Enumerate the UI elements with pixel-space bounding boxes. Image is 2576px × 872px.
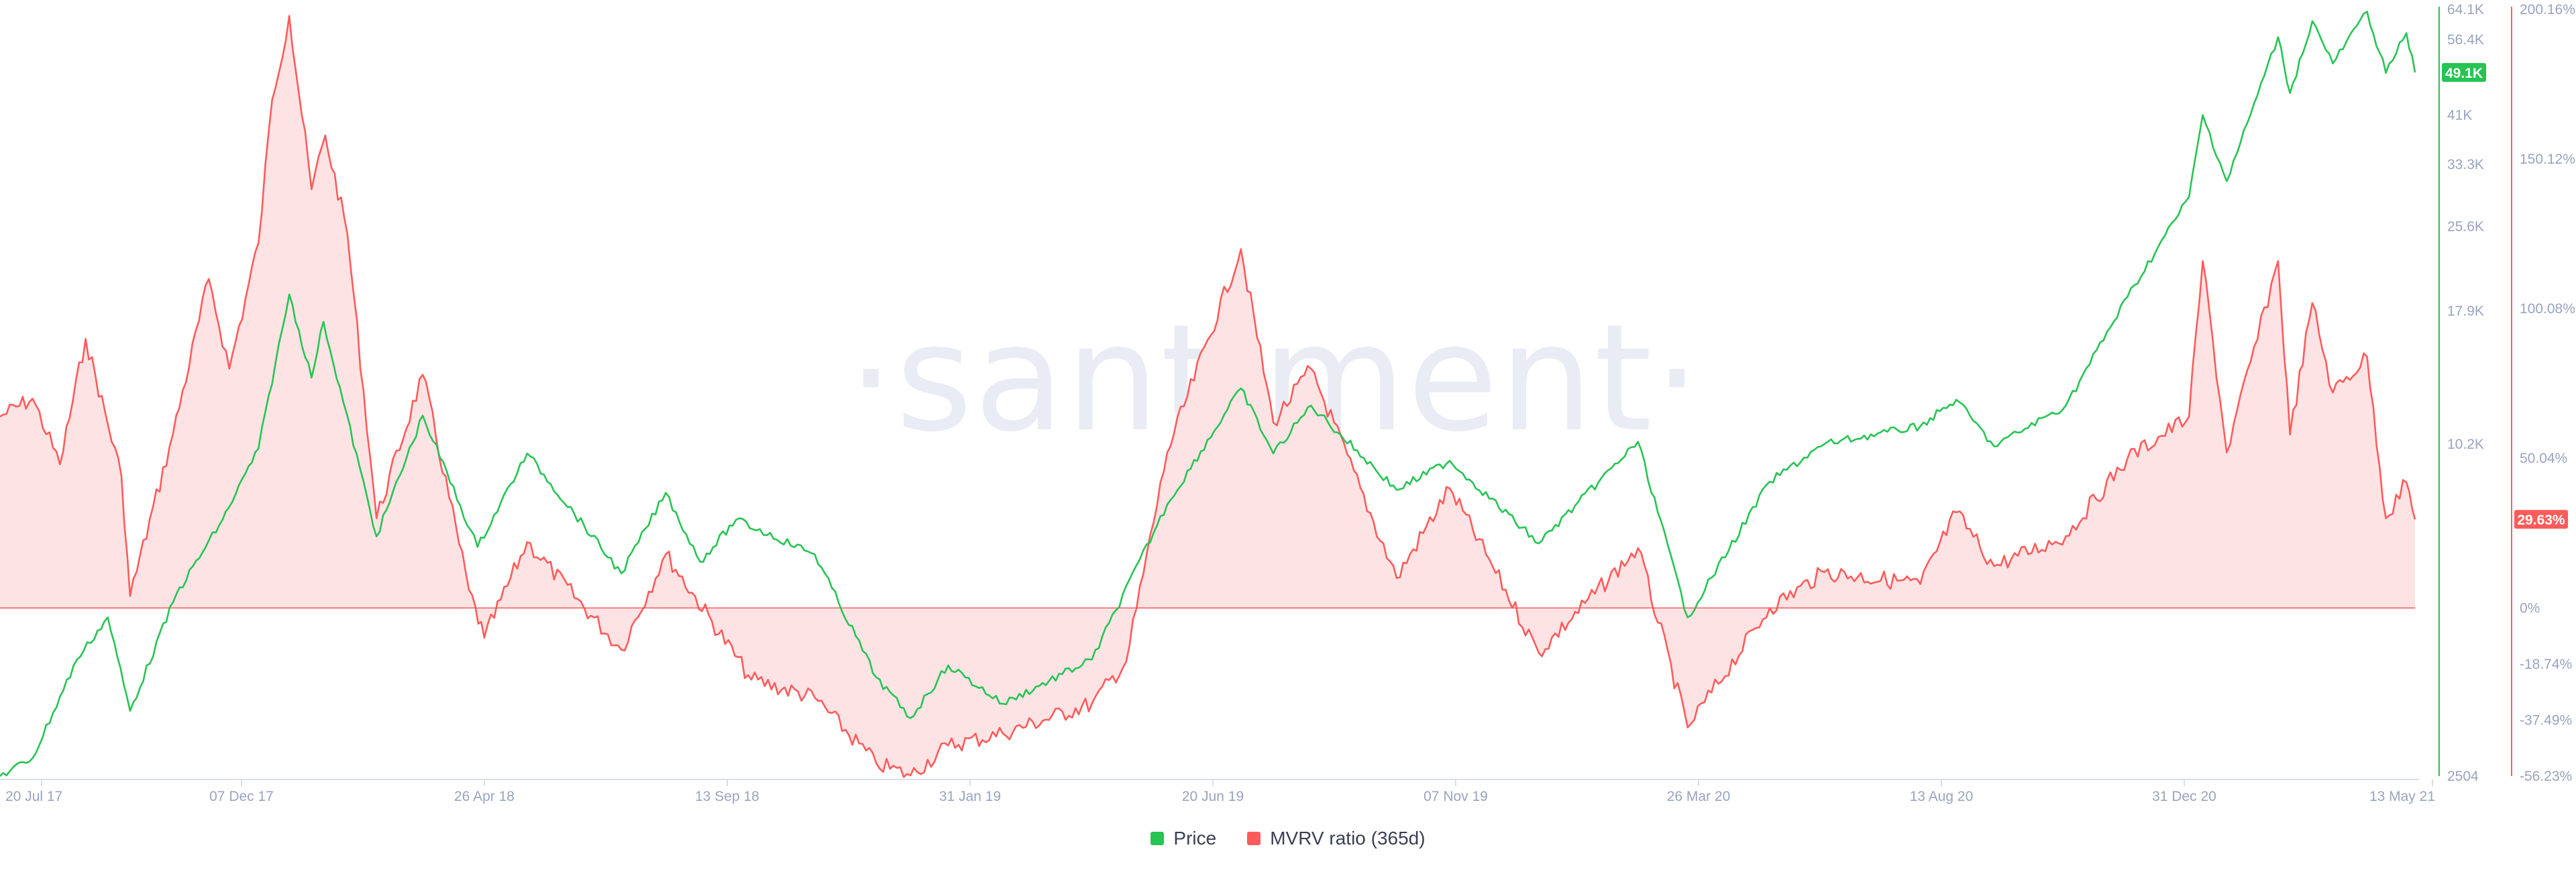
mvrv-axis-tick: 0% <box>2520 600 2540 616</box>
x-axis-tick-label: 13 May 21 <box>2369 789 2435 804</box>
axes-layer: 64.1K 56.4K 41K 33.3K 25.6K 17.9K 10.2K 2504 49.… <box>2438 2 2575 784</box>
price-last-value-label: 49.1K <box>2445 66 2483 81</box>
mvrv-axis-tick: -18.74% <box>2520 657 2572 672</box>
mvrv-axis-tick: 150.12% <box>2520 152 2575 167</box>
legend-swatch-price <box>1150 832 1165 845</box>
legend-label-mvrv: MVRV ratio (365d) <box>1270 828 1426 849</box>
x-axis-tick-label: 26 Mar 20 <box>1667 789 1731 804</box>
legend-swatch-mvrv <box>1247 832 1261 845</box>
price-series-layer <box>0 11 2416 777</box>
price-axis-tick: 64.1K <box>2447 2 2484 17</box>
mvrv-axis-tick: 100.08% <box>2520 301 2575 317</box>
chart-legend: Price MVRV ratio (365d) <box>0 825 2576 852</box>
legend-label-price: Price <box>1173 828 1217 849</box>
x-axis-tick-label: 13 Aug 20 <box>1910 789 1974 804</box>
price-last-value-badge <box>2442 62 2486 82</box>
mvrv-axis-tick: -56.23% <box>2520 769 2572 784</box>
mvrv-series-layer <box>0 15 2416 778</box>
x-axis: 20 Jul 17 07 Dec 17 26 Apr 18 13 Sep 18 31 J… <box>0 779 2435 804</box>
price-axis-tick: 41K <box>2447 108 2472 123</box>
x-axis-tick-label: 26 Apr 18 <box>454 789 515 804</box>
price-axis-tick: 10.2K <box>2447 437 2484 452</box>
price-axis-tick: 2504 <box>2447 769 2479 784</box>
mvrv-area <box>0 15 2415 777</box>
x-axis-tick-label: 31 Jan 19 <box>939 789 1001 804</box>
price-axis-tick: 33.3K <box>2447 157 2484 172</box>
price-axis-tick: 56.4K <box>2447 32 2484 48</box>
mvrv-last-value-label: 29.63% <box>2517 512 2565 528</box>
x-axis-tick-label: 31 Dec 20 <box>2152 789 2216 804</box>
x-axis-tick-label: 20 Jun 19 <box>1182 789 1244 804</box>
mvrv-axis-tick: 50.04% <box>2520 451 2567 466</box>
x-axis-tick-label: 13 Sep 18 <box>695 789 759 804</box>
price-axis-tick: 25.6K <box>2447 219 2484 235</box>
mvrv-line <box>0 15 2416 778</box>
legend-item-price[interactable]: Price <box>1150 828 1216 849</box>
x-axis-tick-label: 20 Jul 17 <box>5 789 62 804</box>
mvrv-axis-tick: 200.16% <box>2520 2 2575 17</box>
price-line <box>0 11 2416 777</box>
legend-item-mvrv[interactable]: MVRV ratio (365d) <box>1247 828 1426 849</box>
mvrv-last-value-badge <box>2514 510 2568 529</box>
mvrv-axis-tick: -37.49% <box>2520 712 2572 728</box>
x-axis-tick-label: 07 Nov 19 <box>1424 789 1488 804</box>
price-axis-tick: 17.9K <box>2447 304 2484 319</box>
x-axis-tick-label: 07 Dec 17 <box>209 789 274 804</box>
